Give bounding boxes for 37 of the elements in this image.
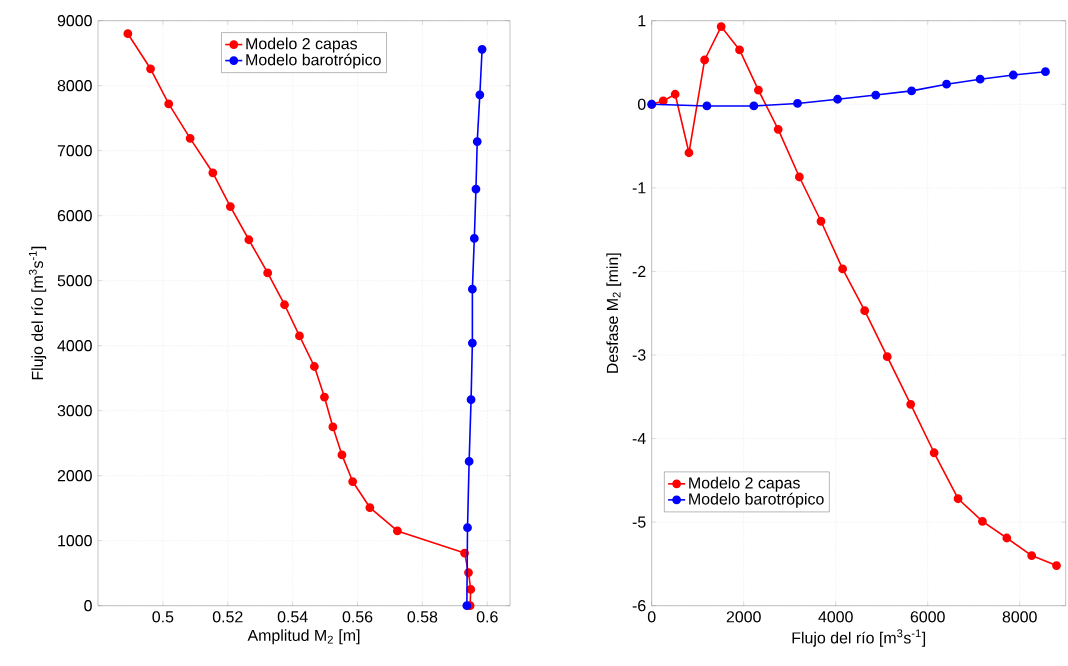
y-tick-label: 1 [638,15,646,27]
legend-label: Modelo 2 capas [246,37,357,53]
x-axis-title: Flujo del río [m$^{3}$s$^{-1}$] [792,629,926,647]
x-tick-label: 4000 [818,611,853,623]
x-axis-title: Amplitud M$_{2}$ [m] [247,629,360,645]
y-tick-label: 0 [637,98,646,110]
y-tick-label: -6 [632,600,646,612]
x-tick-label: 0.54 [277,611,308,623]
y-axis-title: Desfase M$_{2}$ [min] [606,253,622,373]
y-tick-label: 2000 [57,470,92,482]
y-tick-label: 3000 [57,405,92,417]
legend-label: Modelo barotrópico [246,53,381,69]
legend-label: Modelo barotrópico [689,492,824,508]
y-tick-label: 9000 [57,15,92,27]
y-tick-label: -1 [632,182,646,194]
y-tick-label: -2 [632,265,646,277]
x-tick-label: 8000 [1002,611,1037,623]
y-tick-label: 4000 [57,340,92,352]
y-tick-label: -5 [632,516,646,528]
x-tick-label: 0.5 [152,611,174,623]
legend-label: Modelo 2 capas [689,476,800,492]
x-tick-label: 0.6 [476,611,498,623]
x-tick-label: 6000 [910,611,945,623]
y-tick-label: 1000 [58,535,92,547]
y-tick-label: 5000 [57,275,92,287]
y-axis-title: Flujo del río [m$^{3}$s$^{-1}$] [28,246,47,380]
y-tick-label: 7000 [57,145,92,157]
x-tick-label: 2000 [726,611,761,623]
y-tick-label: -4 [632,433,646,445]
y-tick-label: 8000 [57,80,92,92]
x-tick-label: 0.58 [407,611,438,623]
x-tick-label: 0.56 [342,611,373,623]
x-tick-label: 0 [647,611,656,623]
y-tick-label: -3 [632,349,646,361]
y-tick-label: 6000 [57,210,92,222]
x-tick-label: 0.52 [212,611,243,623]
y-tick-label: 0 [84,600,92,612]
